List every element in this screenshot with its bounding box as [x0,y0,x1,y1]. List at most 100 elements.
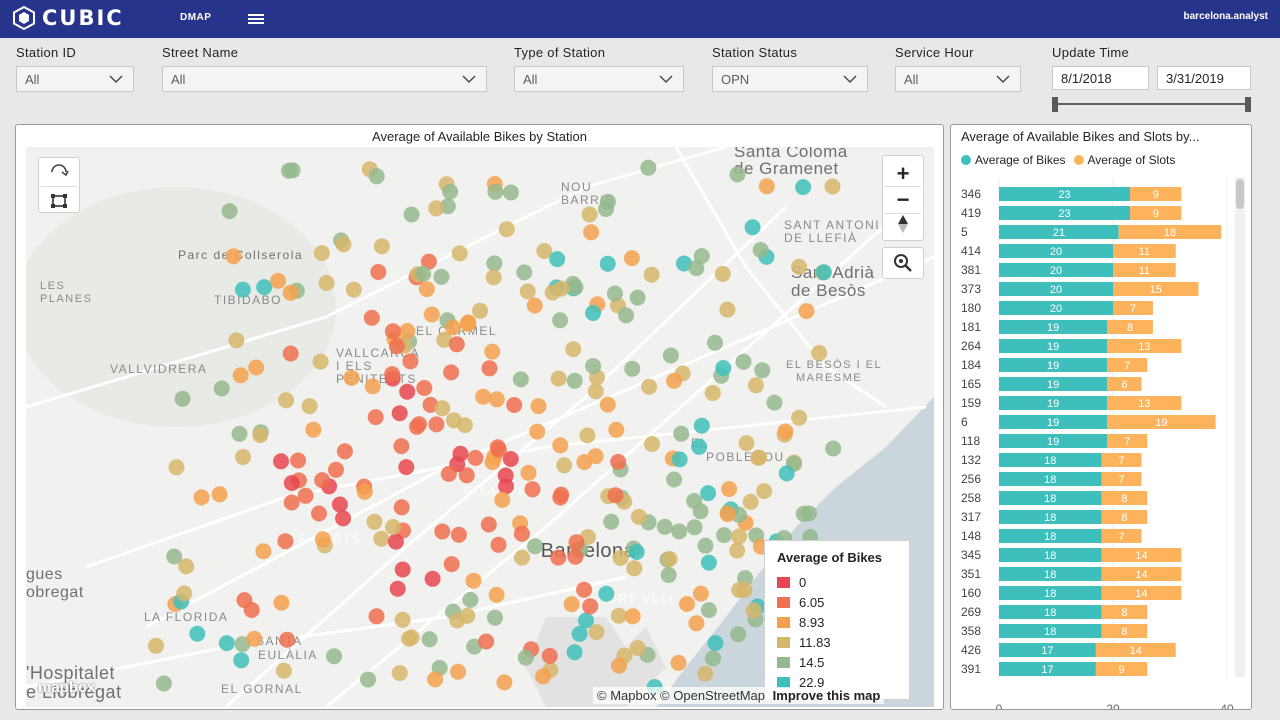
scrollbar-thumb[interactable] [1236,179,1244,209]
date-range-slider-track[interactable] [1055,103,1250,105]
station-dot[interactable] [752,242,769,258]
station-dot[interactable] [599,255,616,272]
station-dot[interactable] [178,558,195,575]
station-dot[interactable] [428,200,445,217]
station-dot[interactable] [421,631,438,648]
station-dot[interactable] [719,506,736,523]
bar-bikes[interactable] [999,244,1113,258]
station-dot[interactable] [825,440,842,457]
station-dot[interactable] [587,383,604,400]
station-dot[interactable] [598,585,615,602]
bar-bikes[interactable] [999,567,1102,581]
station-dot[interactable] [735,353,752,370]
station-dot[interactable] [571,625,588,642]
bar-slots[interactable] [1130,187,1182,201]
station-dot[interactable] [423,306,440,323]
station-dot[interactable] [700,602,717,619]
station-dot[interactable] [697,665,714,682]
station-dot[interactable] [791,409,808,426]
station-dot[interactable] [628,544,645,560]
station-dot[interactable] [744,219,761,236]
station-dot[interactable] [462,591,479,608]
station-dot[interactable] [705,650,721,667]
station-dot[interactable] [549,251,566,268]
station-dot[interactable] [488,586,505,603]
station-dot[interactable] [811,345,828,361]
station-dot[interactable] [234,281,251,298]
station-dot[interactable] [428,416,445,433]
station-dot[interactable] [433,268,450,285]
station-dot[interactable] [502,184,519,201]
station-dot[interactable] [424,570,441,587]
station-dot[interactable] [387,533,404,550]
station-dot[interactable] [416,380,433,396]
station-dot[interactable] [326,648,343,665]
station-dot[interactable] [335,510,352,527]
station-dot[interactable] [568,534,585,551]
station-dot[interactable] [656,518,673,535]
station-dot[interactable] [318,275,335,291]
legend-item[interactable]: 8.93 [777,612,897,632]
mapbox-logo[interactable]: mapbox [38,679,96,696]
station-dot[interactable] [707,635,724,651]
station-dot[interactable] [666,372,683,389]
station-dot[interactable] [391,405,408,422]
station-dot[interactable] [440,465,457,482]
station-dot[interactable] [527,538,543,555]
station-dot[interactable] [641,378,658,395]
station-dot[interactable] [488,391,505,408]
station-dot[interactable] [384,323,401,340]
bar-bikes[interactable] [999,624,1102,638]
station-dot[interactable] [301,398,318,415]
station-dot[interactable] [824,178,841,195]
station-dot[interactable] [603,513,620,530]
station-dot[interactable] [666,471,683,488]
compass-icon[interactable] [896,214,910,234]
bar-slots[interactable] [1101,567,1182,581]
legend-item[interactable]: 14.5 [777,652,897,672]
station-dot[interactable] [418,281,435,298]
legend-item[interactable]: 6.05 [777,592,897,612]
station-dot[interactable] [624,608,641,625]
bar-slots[interactable] [1107,396,1182,410]
station-dot[interactable] [366,513,383,530]
bar-bikes[interactable] [999,206,1131,220]
station-dot[interactable] [290,452,307,469]
station-status-dropdown[interactable]: OPN [712,66,868,92]
station-dot[interactable] [221,203,238,220]
station-dot[interactable] [228,332,245,349]
station-dot[interactable] [480,516,497,533]
bar-bikes[interactable] [999,491,1102,505]
station-dot[interactable] [314,531,331,548]
station-dot[interactable] [535,668,552,685]
bar-slots[interactable] [1113,301,1153,315]
legend-item[interactable]: 0 [777,572,897,592]
station-dot[interactable] [403,206,420,223]
station-dot[interactable] [693,417,710,434]
station-dot[interactable] [688,615,705,632]
bar-bikes[interactable] [999,472,1102,486]
bar-slots[interactable] [1101,586,1182,600]
station-dot[interactable] [465,572,482,589]
station-dot[interactable] [189,625,206,642]
station-dot[interactable] [502,451,519,467]
bar-bikes[interactable] [999,548,1102,562]
station-dot[interactable] [444,319,461,336]
station-dot[interactable] [716,527,733,544]
station-dot[interactable] [256,279,273,296]
bar-slots[interactable] [1101,491,1148,505]
bar-bikes[interactable] [999,396,1108,410]
station-dot[interactable] [671,451,688,468]
bar-bikes[interactable] [999,377,1108,391]
station-dot[interactable] [691,438,708,455]
station-dot[interactable] [629,640,646,656]
station-dot[interactable] [478,633,495,650]
station-dot[interactable] [243,602,260,618]
station-dot[interactable] [211,486,228,503]
station-dot[interactable] [451,245,468,262]
station-dot[interactable] [490,536,507,553]
station-dot[interactable] [314,472,331,489]
bar-slots[interactable] [1101,453,1142,467]
legend-item[interactable]: 11.83 [777,632,897,652]
station-dot[interactable] [370,264,387,280]
